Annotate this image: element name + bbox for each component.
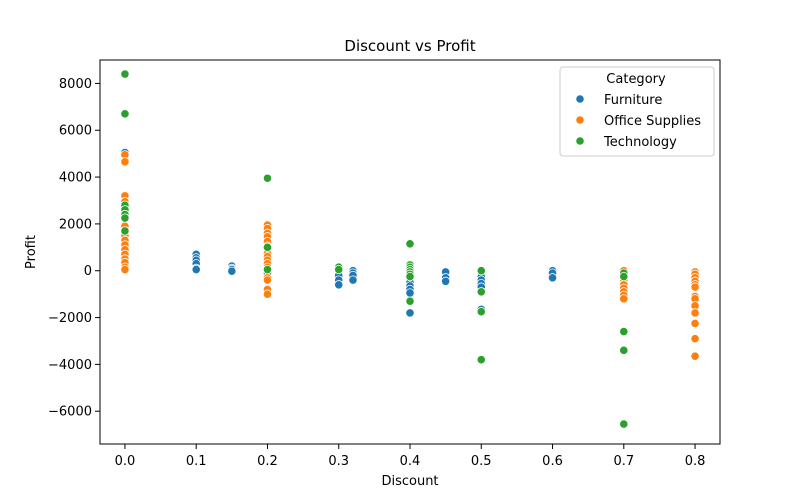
data-point bbox=[476, 307, 486, 317]
data-point bbox=[619, 419, 629, 429]
data-point bbox=[191, 264, 201, 275]
legend-marker bbox=[575, 136, 585, 146]
y-tick-label: 2000 bbox=[59, 217, 92, 232]
y-axis-label: Profit bbox=[24, 235, 39, 269]
legend-items: Furniture Office Supplies Technology bbox=[575, 93, 701, 150]
x-tick-label: 0.0 bbox=[115, 454, 136, 469]
legend-marker bbox=[575, 94, 585, 104]
points-layer bbox=[120, 69, 700, 429]
data-point bbox=[619, 327, 629, 337]
legend-marker bbox=[575, 115, 585, 125]
x-axis-label: Discount bbox=[381, 474, 438, 489]
y-tick-label: 0 bbox=[84, 264, 92, 279]
data-point bbox=[690, 351, 700, 361]
data-point bbox=[690, 318, 700, 329]
data-point bbox=[405, 239, 415, 249]
data-point bbox=[262, 242, 273, 252]
data-point bbox=[120, 213, 130, 223]
x-tick-label: 0.4 bbox=[400, 454, 421, 469]
x-tick-label: 0.7 bbox=[613, 454, 634, 469]
data-point bbox=[690, 334, 700, 344]
data-point bbox=[547, 273, 558, 283]
data-point bbox=[476, 355, 486, 365]
data-point bbox=[120, 69, 130, 79]
data-point bbox=[405, 308, 415, 318]
data-point bbox=[120, 226, 130, 236]
data-point bbox=[441, 276, 451, 286]
x-tick-label: 0.6 bbox=[542, 454, 563, 469]
data-point bbox=[262, 173, 273, 183]
x-tick-label: 0.8 bbox=[685, 454, 706, 469]
legend-title: Category bbox=[606, 72, 666, 87]
y-tick-label: −2000 bbox=[48, 311, 92, 326]
data-point bbox=[348, 275, 358, 285]
chart-title: Discount vs Profit bbox=[344, 37, 475, 55]
legend-label: Office Supplies bbox=[604, 114, 701, 129]
x-tick-label: 0.1 bbox=[186, 454, 207, 469]
y-axis-ticks: −6000 −4000 −2000 0 2000 4000 6000 8000 bbox=[48, 77, 100, 420]
data-point bbox=[262, 275, 273, 285]
data-point bbox=[405, 288, 415, 298]
legend: Category Furniture Office Supplies Technol… bbox=[559, 66, 715, 157]
data-point bbox=[690, 282, 700, 292]
data-point bbox=[476, 266, 486, 276]
data-point bbox=[619, 345, 629, 355]
legend-label: Technology bbox=[603, 135, 677, 150]
data-point bbox=[690, 308, 700, 318]
data-point bbox=[120, 264, 130, 275]
data-point bbox=[262, 264, 273, 275]
data-point bbox=[405, 296, 415, 306]
data-point bbox=[120, 109, 130, 119]
legend-label: Furniture bbox=[604, 93, 662, 108]
x-tick-label: 0.5 bbox=[471, 454, 492, 469]
x-tick-label: 0.3 bbox=[328, 454, 349, 469]
data-point bbox=[227, 266, 237, 276]
y-tick-label: 6000 bbox=[59, 124, 92, 139]
y-tick-label: −4000 bbox=[48, 358, 92, 373]
data-point bbox=[334, 280, 344, 290]
data-point bbox=[476, 287, 486, 297]
data-point bbox=[619, 271, 629, 282]
x-tick-label: 0.2 bbox=[257, 454, 278, 469]
y-tick-label: −6000 bbox=[48, 405, 92, 420]
y-tick-label: 4000 bbox=[59, 171, 92, 186]
data-point bbox=[120, 157, 130, 167]
data-point bbox=[334, 264, 344, 275]
data-point bbox=[262, 289, 273, 299]
data-point bbox=[405, 271, 415, 282]
data-point bbox=[619, 294, 629, 304]
y-tick-label: 8000 bbox=[59, 77, 92, 92]
x-axis-ticks: 0.0 0.1 0.2 0.3 0.4 0.5 0.6 0.7 0.8 bbox=[115, 444, 706, 469]
legend-box bbox=[559, 66, 715, 157]
